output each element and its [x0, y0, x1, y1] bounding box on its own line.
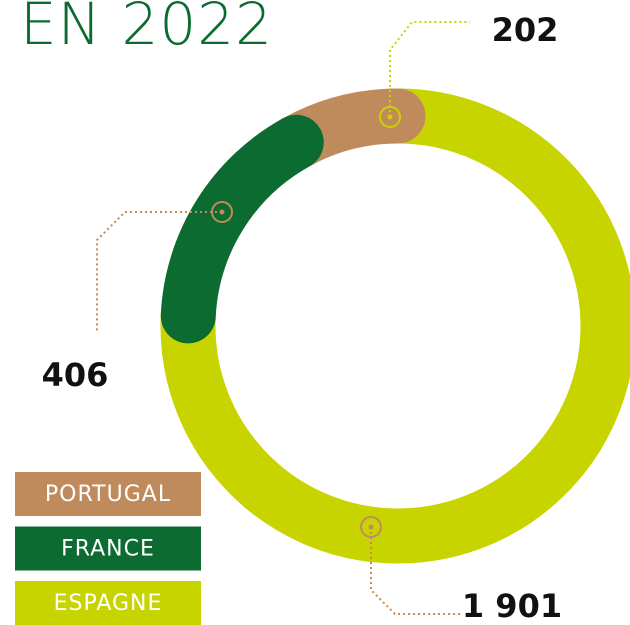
legend-label: ESPAGNE — [54, 591, 163, 616]
marker-dot — [368, 524, 374, 530]
legend-label: FRANCE — [61, 537, 155, 562]
marker-dot — [219, 209, 225, 215]
legend-label: PORTUGAL — [45, 482, 171, 507]
chart-title: EN 2022 — [20, 0, 273, 58]
leader-line — [96, 211, 222, 332]
value-label: 202 — [492, 11, 559, 49]
legend-swatch — [15, 472, 201, 516]
marker-ring — [360, 516, 382, 538]
leader-line — [389, 21, 470, 117]
donut-segment — [160, 88, 630, 564]
donut-segment — [160, 114, 324, 344]
marker-dot — [387, 114, 393, 120]
value-label: 1 901 — [462, 587, 562, 625]
legend-swatch — [15, 581, 201, 625]
leader-line — [370, 527, 462, 615]
marker-ring — [211, 201, 233, 223]
legend-swatch — [15, 526, 201, 571]
value-label: 406 — [42, 356, 109, 394]
marker-ring — [379, 106, 401, 128]
